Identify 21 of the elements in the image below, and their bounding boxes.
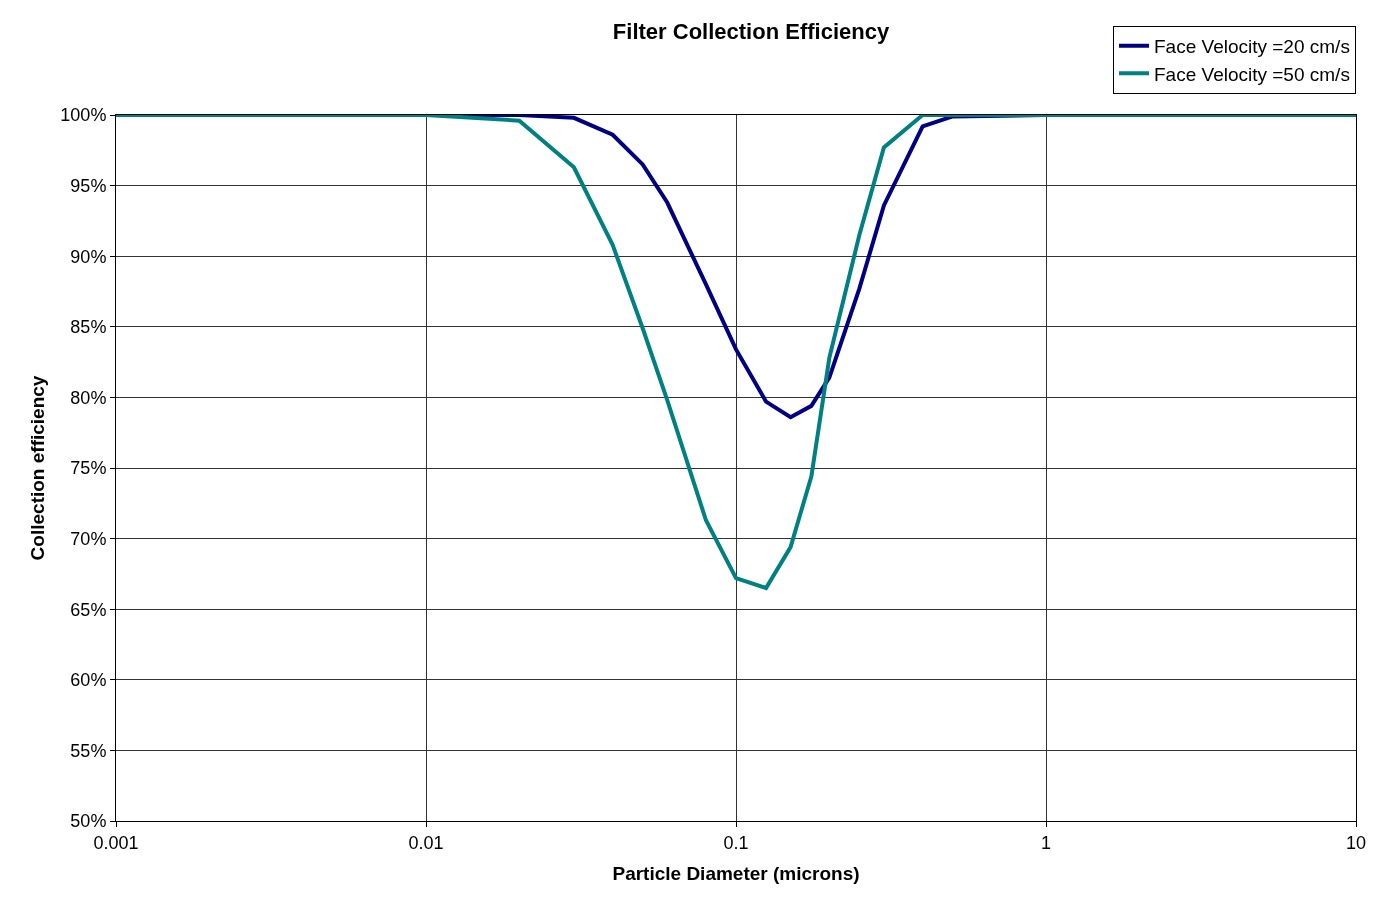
legend-label: Face Velocity =20 cm/s <box>1154 36 1350 58</box>
y-tick-label: 50% <box>70 811 107 832</box>
x-tick-label: 10 <box>1345 832 1367 853</box>
x-tick-label: 0.001 <box>93 832 139 853</box>
y-axis-title: Collection efficiency <box>27 375 49 561</box>
y-tick-label: 80% <box>70 387 107 408</box>
x-tick-label: 0.1 <box>723 832 749 853</box>
x-tick-label: 0.01 <box>408 832 444 853</box>
x-axis-title: Particle Diameter (microns) <box>612 863 860 885</box>
y-tick-label: 70% <box>70 528 107 549</box>
y-tick-label: 55% <box>70 740 107 761</box>
x-tick-label: 1 <box>1040 832 1052 853</box>
y-tick-label: 85% <box>70 317 107 338</box>
y-tick-label: 90% <box>70 246 107 267</box>
legend-label: Face Velocity =50 cm/s <box>1154 63 1350 85</box>
y-tick-label: 75% <box>70 458 107 479</box>
y-tick-label: 95% <box>70 175 107 196</box>
y-tick-label: 60% <box>70 670 107 691</box>
y-tick-label: 100% <box>60 105 107 126</box>
chart-title: Filter Collection Efficiency <box>612 19 890 45</box>
y-tick-label: 65% <box>70 599 107 620</box>
